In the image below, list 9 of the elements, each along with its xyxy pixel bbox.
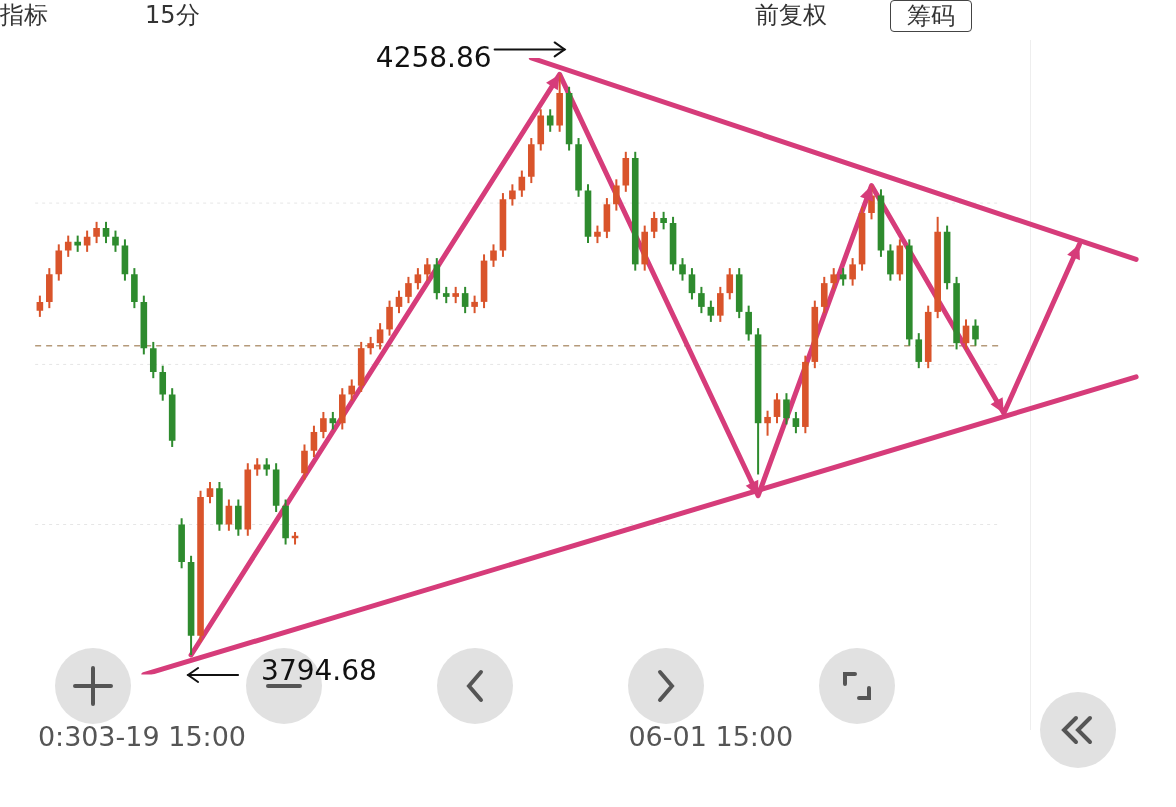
- annotation: 3794.68: [261, 654, 377, 688]
- text: 指标: [0, 0, 48, 30]
- x-tick-label: 0:30: [37, 720, 99, 752]
- text: 15分: [145, 0, 200, 30]
- text: 前复权: [755, 0, 827, 30]
- x-tick-label: 3-19 15:00: [98, 720, 247, 752]
- text: 筹码: [890, 0, 972, 32]
- text: 4258.86: [375, 40, 492, 74]
- x-tick-label: 06-01 15:00: [628, 720, 794, 752]
